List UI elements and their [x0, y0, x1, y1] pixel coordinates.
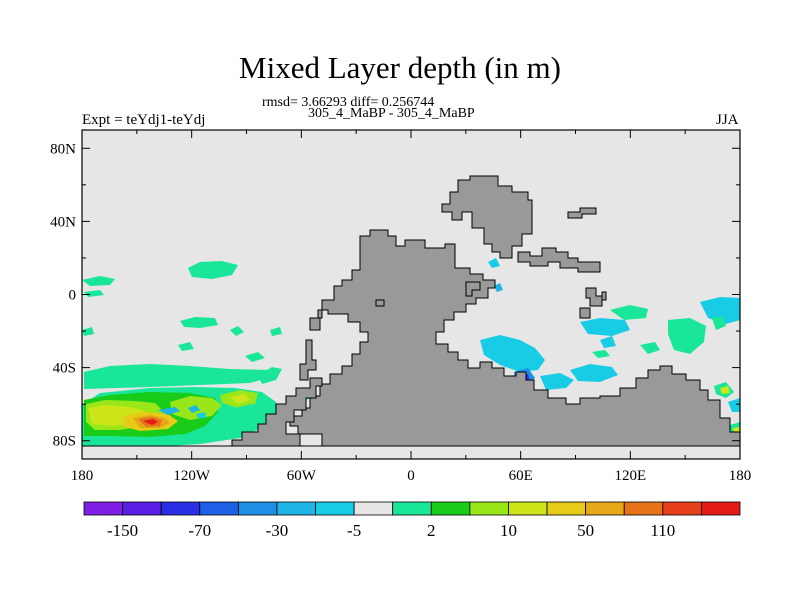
colorbar-label: 110: [650, 521, 675, 540]
colorbar-swatch: [430, 501, 471, 516]
lat-tick-label: 80N: [50, 141, 76, 157]
colorbar-swatch: [315, 501, 355, 516]
lat-tick-label: 40N: [50, 214, 76, 230]
anomaly-patch: [640, 342, 660, 354]
lat-tick-label: 0: [69, 288, 77, 304]
anomaly-patch: [188, 261, 238, 279]
anomaly-patch: [720, 386, 730, 394]
anomaly-patch: [668, 318, 706, 354]
anomaly-patch: [494, 283, 503, 292]
colorbar-swatch: [546, 501, 587, 516]
anomaly-patch: [188, 405, 200, 413]
anomaly-patch: [488, 258, 500, 268]
colorbar-label: -150: [107, 521, 138, 540]
colorbar-label: 2: [427, 521, 436, 540]
anomaly-patch: [600, 336, 616, 348]
experiment-label: Expt = teYdj1-teYdj: [82, 112, 206, 128]
landmass: [567, 207, 597, 219]
anomaly-patch: [580, 318, 630, 336]
landmass: [375, 299, 385, 307]
colorbar-label: -5: [347, 521, 361, 540]
lon-tick-label: 0: [407, 468, 415, 484]
anomaly-patch: [480, 335, 545, 372]
anomaly-patch: [258, 367, 282, 384]
colorbar-swatch: [469, 501, 509, 516]
map-axes: 180 120W 60W 0 60E 120E 180 80N 40N 0 40S 80S: [50, 130, 751, 484]
anomaly-patch: [178, 342, 194, 351]
anomaly-patch: [270, 327, 282, 336]
colorbar-label: -30: [266, 521, 289, 540]
anomaly-patch: [196, 412, 206, 418]
lon-tick-label: 180: [729, 468, 752, 484]
colorbar-swatch: [701, 501, 741, 516]
colorbar-label: -70: [188, 521, 211, 540]
colorbar-swatch: [585, 501, 625, 516]
landmass: [601, 291, 607, 301]
landmass: [465, 281, 481, 297]
colorbar-swatch: [276, 501, 316, 516]
colorbar-swatch: [83, 501, 123, 516]
lon-tick-label: 180: [71, 468, 94, 484]
period-label: 305_4_MaBP - 305_4_MaBP: [308, 106, 475, 121]
season-label: JJA: [716, 112, 739, 128]
anomaly-patch: [712, 316, 726, 330]
anomaly-patch: [158, 407, 180, 415]
landmass: [441, 175, 533, 259]
landmass: [517, 247, 601, 273]
colorbar-label: 10: [500, 521, 517, 540]
anomaly-patch: [592, 350, 610, 358]
anomaly-field: [82, 258, 740, 447]
anomaly-patch: [230, 394, 250, 404]
colorbar-swatch: [662, 501, 702, 516]
anomaly-patch: [728, 398, 740, 412]
landmass: [289, 229, 740, 447]
anomaly-patch: [143, 419, 158, 425]
anomaly-patch: [82, 276, 115, 286]
map-title: Mixed Layer depth (in m): [239, 50, 561, 85]
anomaly-patch: [540, 373, 574, 390]
landmass: [579, 307, 591, 319]
anomaly-patch: [570, 364, 618, 382]
colorbar-swatch: [508, 501, 548, 516]
landmass-layer: [231, 175, 740, 447]
colorbar-swatch: [623, 501, 664, 516]
colorbar-swatch: [122, 501, 162, 516]
colorbar-swatch: [160, 501, 201, 516]
anomaly-patch: [700, 297, 740, 324]
lon-tick-label: 120E: [614, 468, 646, 484]
colorbar-label: 50: [577, 521, 594, 540]
lon-tick-label: 60E: [509, 468, 533, 484]
colorbar-swatch: [353, 501, 394, 516]
lat-tick-label: 40S: [53, 361, 76, 377]
landmass: [585, 287, 603, 307]
colorbar-swatch: [199, 501, 239, 516]
anomaly-patch: [230, 326, 244, 336]
anomaly-patch: [610, 305, 648, 320]
anomaly-patch: [82, 327, 94, 336]
rmsd-diff-stats: rmsd= 3.66293 diff= 0.256744: [262, 95, 435, 110]
landmass: [231, 377, 323, 447]
lon-tick-label: 120W: [173, 468, 211, 484]
anomaly-patch: [84, 290, 104, 297]
anomaly-patch: [180, 317, 218, 328]
colorbar-swatch: [237, 501, 278, 516]
anomaly-patch: [228, 404, 262, 424]
anomaly-patch: [245, 352, 265, 362]
landmass: [299, 339, 317, 381]
colorbar-swatch: [392, 501, 432, 516]
anomaly-patch: [84, 364, 272, 389]
lat-tick-label: 80S: [53, 434, 76, 450]
lon-tick-label: 60W: [287, 468, 317, 484]
colorbar: -150 -70 -30 -5 2 10 50 110: [83, 501, 741, 540]
